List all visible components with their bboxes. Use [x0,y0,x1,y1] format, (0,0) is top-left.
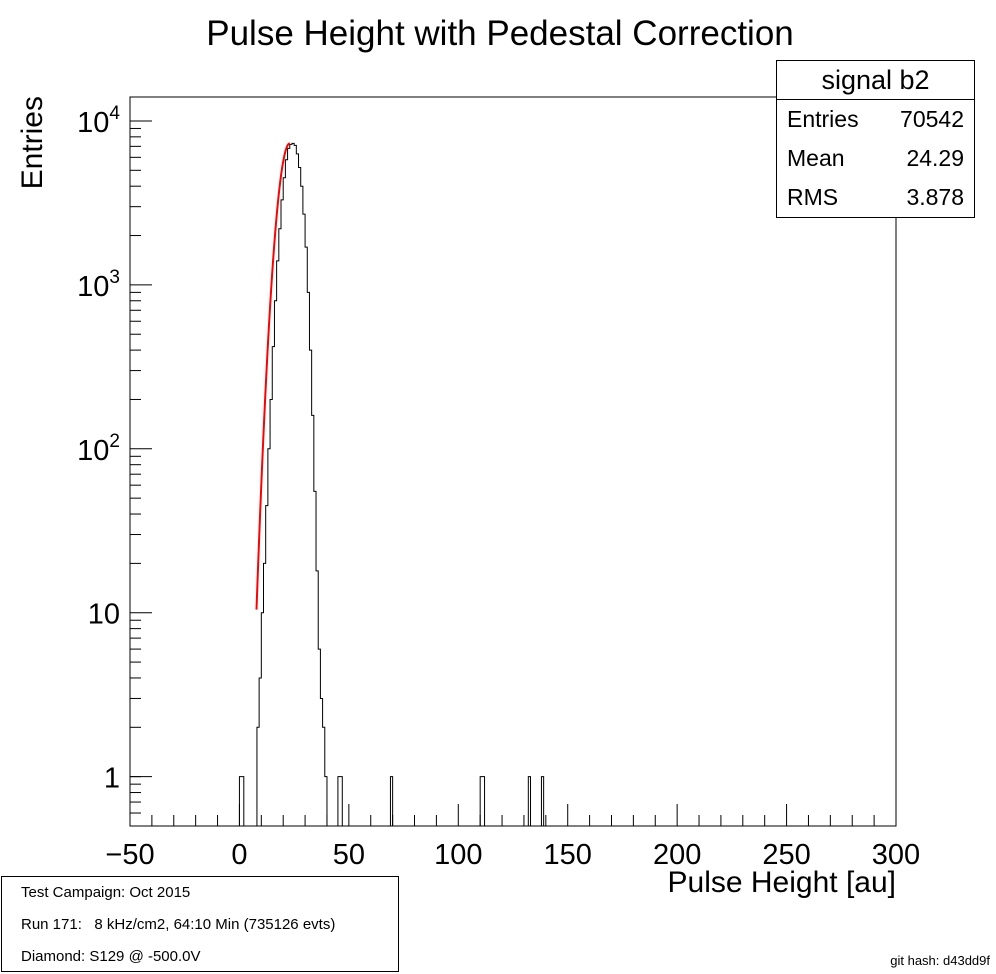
y-axis-label: Entries [16,96,49,189]
stats-row-rms: RMS 3.878 [777,178,974,217]
stats-box: signal b2 Entries 70542 Mean 24.29 RMS 3… [776,60,975,218]
x-tick-label: −50 [105,839,154,871]
y-tick-base: 10 [77,107,109,139]
y-tick-label: 102 [77,431,120,467]
stats-row-mean: Mean 24.29 [777,139,974,178]
x-tick-label: 100 [434,839,482,871]
stats-value: 3.878 [906,184,964,210]
diamond-text: Diamond: S129 @ -500.0V [21,948,201,965]
histogram-line [130,142,896,827]
x-tick-label: 250 [762,839,810,871]
stats-label: Mean [787,145,845,171]
stats-value: 70542 [900,106,964,132]
chart-title: Pulse Height with Pedestal Correction [206,14,794,53]
stats-row-entries: Entries 70542 [777,100,974,139]
y-tick-exponent: 3 [109,267,120,288]
y-tick-base: 10 [77,271,109,303]
y-tick-label: 1 [104,763,120,795]
y-tick-exponent: 4 [109,103,120,124]
y-tick-exponent: 2 [109,431,120,452]
y-tick-base: 10 [88,599,120,631]
run-text: Run 171: 8 kHz/cm2, 64:10 Min (735126 ev… [21,916,336,933]
x-tick-label: 300 [872,839,920,871]
stats-value: 24.29 [906,145,964,171]
y-tick-label: 104 [77,103,120,139]
y-tick-base: 10 [77,435,109,467]
stats-label: RMS [787,184,839,210]
y-tick-base: 1 [104,763,120,795]
x-axis-label: Pulse Height [au] [668,866,896,899]
stats-title: signal b2 [777,61,974,100]
x-tick-label: 150 [544,839,592,871]
fit-curve [255,142,290,610]
stats-label: Entries [787,106,859,132]
x-tick-label: 50 [333,839,365,871]
git-hash-text: git hash: d43dd9f [890,953,990,968]
run-info-box: Test Campaign: Oct 2015 Run 171: 8 kHz/c… [1,876,399,972]
axis-ticks [129,120,897,827]
y-tick-label: 10 [88,599,120,631]
x-tick-label: 0 [231,839,247,871]
x-tick-label: 200 [653,839,701,871]
campaign-text: Test Campaign: Oct 2015 [21,884,191,901]
y-tick-label: 103 [77,267,120,303]
